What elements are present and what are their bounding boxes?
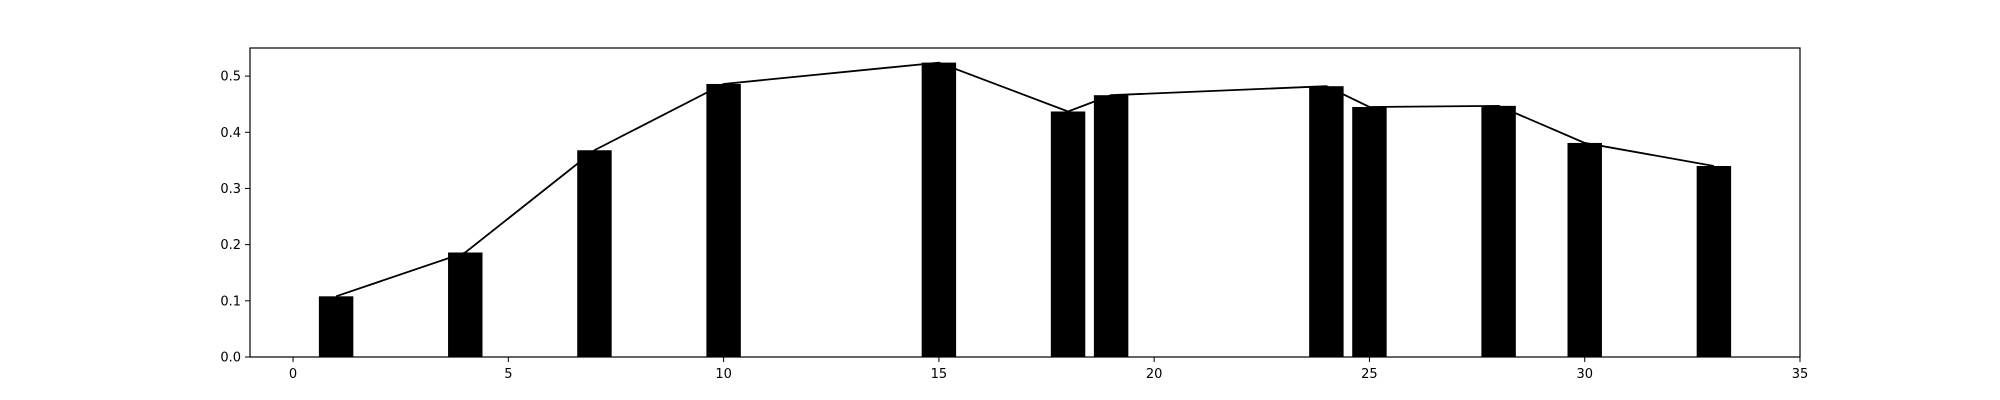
bar-7 — [1309, 86, 1344, 357]
bar-5 — [1050, 111, 1086, 358]
y-tick-label-0: 0.0 — [220, 351, 241, 366]
plot-frame — [249, 47, 1801, 358]
bars — [318, 62, 1732, 358]
x-tick-label-6: 30 — [1576, 367, 1593, 382]
bar-8 — [1352, 106, 1387, 357]
x-tick-label-4: 20 — [1146, 367, 1163, 382]
x-tick-label-7: 35 — [1792, 367, 1809, 382]
x-tick-label-1: 5 — [504, 367, 512, 382]
y-tick-label-1: 0.1 — [220, 294, 241, 309]
series-line — [335, 61, 1715, 298]
x-tick-label-5: 25 — [1361, 367, 1378, 382]
bar-6 — [1093, 95, 1129, 358]
plot-background — [250, 48, 1800, 357]
bar-3 — [706, 83, 741, 357]
y-tick-label-5: 0.5 — [220, 70, 241, 85]
bar-11 — [1696, 165, 1732, 357]
y-tick-label-2: 0.2 — [220, 238, 241, 253]
x-tick-label-3: 15 — [931, 367, 948, 382]
bar-9 — [1481, 105, 1516, 357]
y-tick-label-4: 0.4 — [220, 126, 241, 141]
bar-10 — [1567, 142, 1602, 357]
x-tick-label-0: 0 — [289, 367, 297, 382]
bar-1 — [448, 252, 483, 357]
y-tick-label-3: 0.3 — [220, 182, 241, 197]
x-tick-label-2: 10 — [715, 367, 732, 382]
x-axis: 0 5 10 15 20 25 30 35 — [289, 357, 1808, 382]
bar-0 — [318, 296, 354, 357]
bar-2 — [577, 150, 612, 357]
bar-4 — [921, 62, 957, 358]
y-axis: 0.0 0.1 0.2 0.3 0.4 0.5 — [220, 70, 250, 366]
